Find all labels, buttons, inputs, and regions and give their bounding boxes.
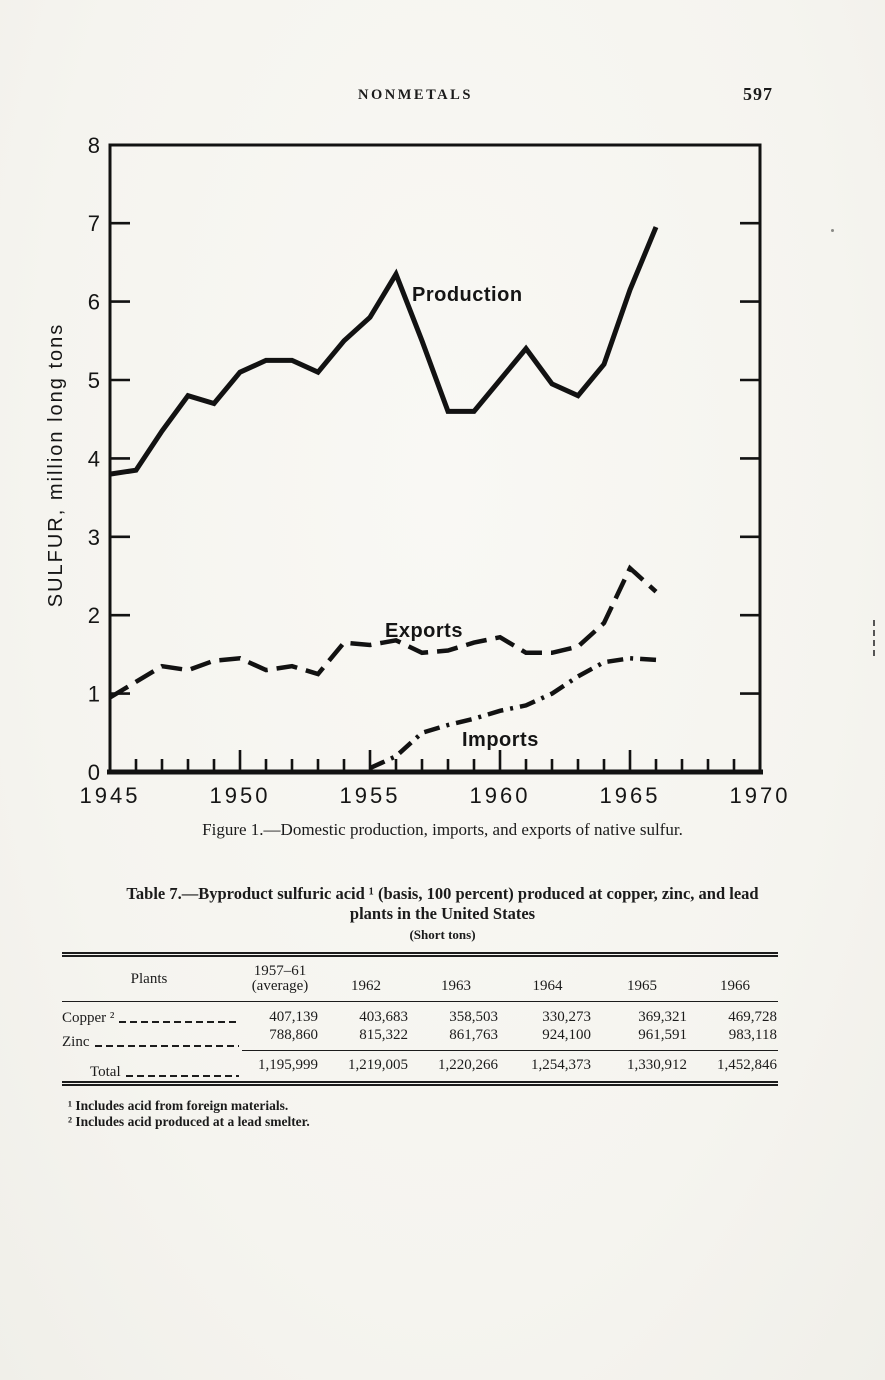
row-label-text: Zinc xyxy=(62,1033,90,1050)
leader-dashes xyxy=(94,1044,239,1047)
col-header-avg: 1957–61 (average) xyxy=(242,955,324,1002)
y-tick-label: 4 xyxy=(88,446,100,471)
table-cell: 924,100 xyxy=(542,1027,591,1043)
row-label-zinc: Zinc xyxy=(62,1027,242,1051)
y-tick-label: 1 xyxy=(88,682,100,707)
table-cell: 358,503 xyxy=(449,1009,498,1025)
table-cell: 861,763 xyxy=(449,1027,498,1043)
x-tick-label: 1950 xyxy=(210,783,271,808)
scan-artifact-dot xyxy=(831,229,834,232)
y-axis-title: SULFUR, million long tons xyxy=(45,323,67,608)
col-header-1962: 1962 xyxy=(351,978,381,994)
table-cell: 1,220,266 xyxy=(414,1050,504,1084)
y-tick-label: 7 xyxy=(88,211,100,236)
table-row-zinc: Zinc 788,860 815,322 861,763 924,100 961… xyxy=(62,1027,778,1051)
exports-label: Exports xyxy=(385,620,463,642)
table-row-copper: Copper ² 407,139 403,683 358,503 330,273… xyxy=(62,1002,778,1028)
page-number: 597 xyxy=(743,84,773,104)
table-cell: 1,219,005 xyxy=(324,1050,414,1084)
footnote-1: ¹ Includes acid from foreign materials. xyxy=(68,1098,289,1113)
table-cell: 1,195,999 xyxy=(242,1050,324,1084)
col-header-plants: Plants xyxy=(130,970,168,987)
plot-frame xyxy=(107,143,763,775)
table-cell: 1,330,912 xyxy=(597,1050,693,1084)
figure-caption: Figure 1.—Domestic production, imports, … xyxy=(202,820,683,839)
row-label-text: Total xyxy=(90,1064,121,1080)
footnote-2: ² Includes acid produced at a lead smelt… xyxy=(68,1114,310,1129)
col-header-1965: 1965 xyxy=(627,978,657,994)
scan-artifact-line xyxy=(873,620,875,656)
table-cell: 469,728 xyxy=(728,1009,777,1025)
col-header-avg-line1: 1957–61 xyxy=(253,963,307,979)
x-tick-label: 1960 xyxy=(470,783,531,808)
x-tick-label: 1955 xyxy=(340,783,401,808)
table-footnotes: ¹ Includes acid from foreign materials. … xyxy=(68,1098,885,1130)
imports-label: Imports xyxy=(462,729,539,751)
table-header-row: Plants 1957–61 (average) 1962 1963 1964 … xyxy=(62,955,778,1002)
byproduct-acid-table: Plants 1957–61 (average) 1962 1963 1964 … xyxy=(62,952,778,1086)
table-title: Table 7.—Byproduct sulfuric acid ¹ (basi… xyxy=(0,884,885,924)
table-cell: 407,139 xyxy=(269,1009,318,1025)
x-axis-ticks xyxy=(108,750,762,771)
axis-tick-labels: 1945 1950 1955 1960 1965 1970 0 1 2 3 4 5 6 7 8 xyxy=(80,133,791,808)
row-label-total: Total xyxy=(62,1051,242,1084)
leader-dashes xyxy=(125,1075,239,1077)
production-label: Production xyxy=(412,284,523,306)
table-cell: 983,118 xyxy=(728,1027,777,1043)
x-tick-label: 1965 xyxy=(600,783,661,808)
y-tick-label: 6 xyxy=(88,290,100,315)
x-tick-label: 1970 xyxy=(730,783,791,808)
figure-1-chart: 1945 1950 1955 1960 1965 1970 0 1 2 3 4 5 6 7 8 SULFUR,… xyxy=(45,133,791,808)
table-cell: 330,273 xyxy=(542,1009,591,1025)
table-cell: 815,322 xyxy=(359,1027,408,1043)
col-header-1963: 1963 xyxy=(441,978,471,994)
y-tick-label: 0 xyxy=(88,760,100,785)
production-line xyxy=(109,226,659,477)
exports-line xyxy=(108,564,658,700)
table-cell: 1,452,846 xyxy=(693,1050,778,1084)
x-tick-label: 1945 xyxy=(80,783,141,808)
table-7-section: Table 7.—Byproduct sulfuric acid ¹ (basi… xyxy=(0,884,885,1130)
y-tick-label: 2 xyxy=(88,603,100,628)
table-cell: 403,683 xyxy=(359,1009,408,1025)
table-cell: 788,860 xyxy=(269,1027,318,1043)
y-tick-label: 8 xyxy=(88,133,100,158)
row-label-text: Copper ² xyxy=(62,1010,115,1026)
col-header-avg-line2: (average) xyxy=(251,978,309,994)
table-cell: 961,591 xyxy=(638,1027,687,1043)
imports-line xyxy=(369,656,657,771)
table-title-line1: Table 7.—Byproduct sulfuric acid ¹ (basi… xyxy=(126,884,759,903)
leader-dashes xyxy=(119,1021,239,1023)
y-tick-label: 3 xyxy=(88,525,100,550)
y-tick-label: 5 xyxy=(88,368,100,393)
row-label-copper: Copper ² xyxy=(62,1002,242,1028)
table-cell: 369,321 xyxy=(638,1009,687,1025)
table-title-line2: plants in the United States xyxy=(349,904,536,923)
table-row-total: Total 1,195,999 1,219,005 1,220,266 1,25… xyxy=(62,1050,778,1084)
col-header-1966: 1966 xyxy=(720,978,750,994)
table-cell: 1,254,373 xyxy=(504,1050,597,1084)
table-unit-note: (Short tons) xyxy=(409,927,476,942)
running-header: NONMETALS xyxy=(358,87,473,103)
chart-series: Production Exports Imports xyxy=(108,226,659,771)
col-header-1964: 1964 xyxy=(532,978,563,994)
